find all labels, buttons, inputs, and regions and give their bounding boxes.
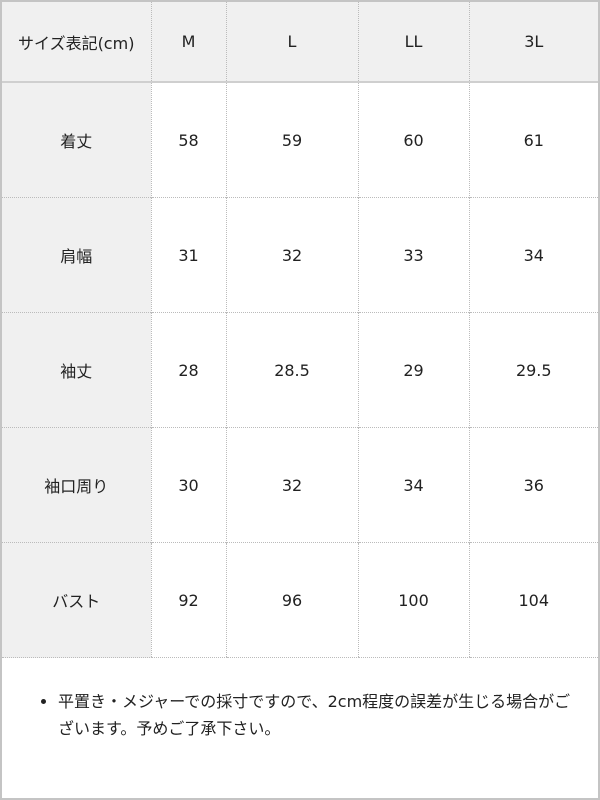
table-cell: 100 — [357, 542, 469, 658]
header-cell: 3L — [468, 2, 598, 83]
header-cell: サイズ表記(cm) — [2, 2, 151, 83]
table-cell: 30 — [150, 427, 226, 543]
table-row: 着丈 58 59 60 61 — [2, 81, 598, 198]
table-cell: 31 — [150, 197, 226, 313]
table-cell: 59 — [225, 81, 358, 198]
table-cell: 96 — [225, 542, 358, 658]
measurement-note: 平置き・メジャーでの採寸ですので、2cm程度の誤差が生じる場合がございます。予め… — [42, 688, 572, 742]
table-row: 袖口周り 30 32 34 36 — [2, 427, 598, 543]
header-cell: M — [150, 2, 226, 83]
table-cell: 34 — [468, 197, 598, 313]
table-cell: 29 — [357, 312, 469, 428]
row-label: 袖口周り — [2, 427, 151, 543]
table-cell: 36 — [468, 427, 598, 543]
header-cell: L — [225, 2, 358, 83]
table-cell: 61 — [468, 81, 598, 198]
table-cell: 29.5 — [468, 312, 598, 428]
row-label: 袖丈 — [2, 312, 151, 428]
table-cell: 34 — [357, 427, 469, 543]
row-label: 肩幅 — [2, 197, 151, 313]
table-cell: 28 — [150, 312, 226, 428]
table-cell: 32 — [225, 427, 358, 543]
table-cell: 92 — [150, 542, 226, 658]
table-row: 肩幅 31 32 33 34 — [2, 197, 598, 313]
size-table: サイズ表記(cm) M L LL 3L 着丈 58 59 60 61 肩幅 31 32 33 34… — [2, 2, 598, 658]
table-cell: 32 — [225, 197, 358, 313]
table-cell: 60 — [357, 81, 469, 198]
table-row: 袖丈 28 28.5 29 29.5 — [2, 312, 598, 428]
row-label: バスト — [2, 542, 151, 658]
table-cell: 28.5 — [225, 312, 358, 428]
table-cell: 104 — [468, 542, 598, 658]
header-row: サイズ表記(cm) M L LL 3L — [2, 2, 598, 83]
table-cell: 33 — [357, 197, 469, 313]
header-cell: LL — [357, 2, 469, 83]
table-cell: 58 — [150, 81, 226, 198]
note-item: 平置き・メジャーでの採寸ですので、2cm程度の誤差が生じる場合がございます。予め… — [58, 688, 572, 742]
table-row: バスト 92 96 100 104 — [2, 542, 598, 658]
row-label: 着丈 — [2, 81, 151, 198]
